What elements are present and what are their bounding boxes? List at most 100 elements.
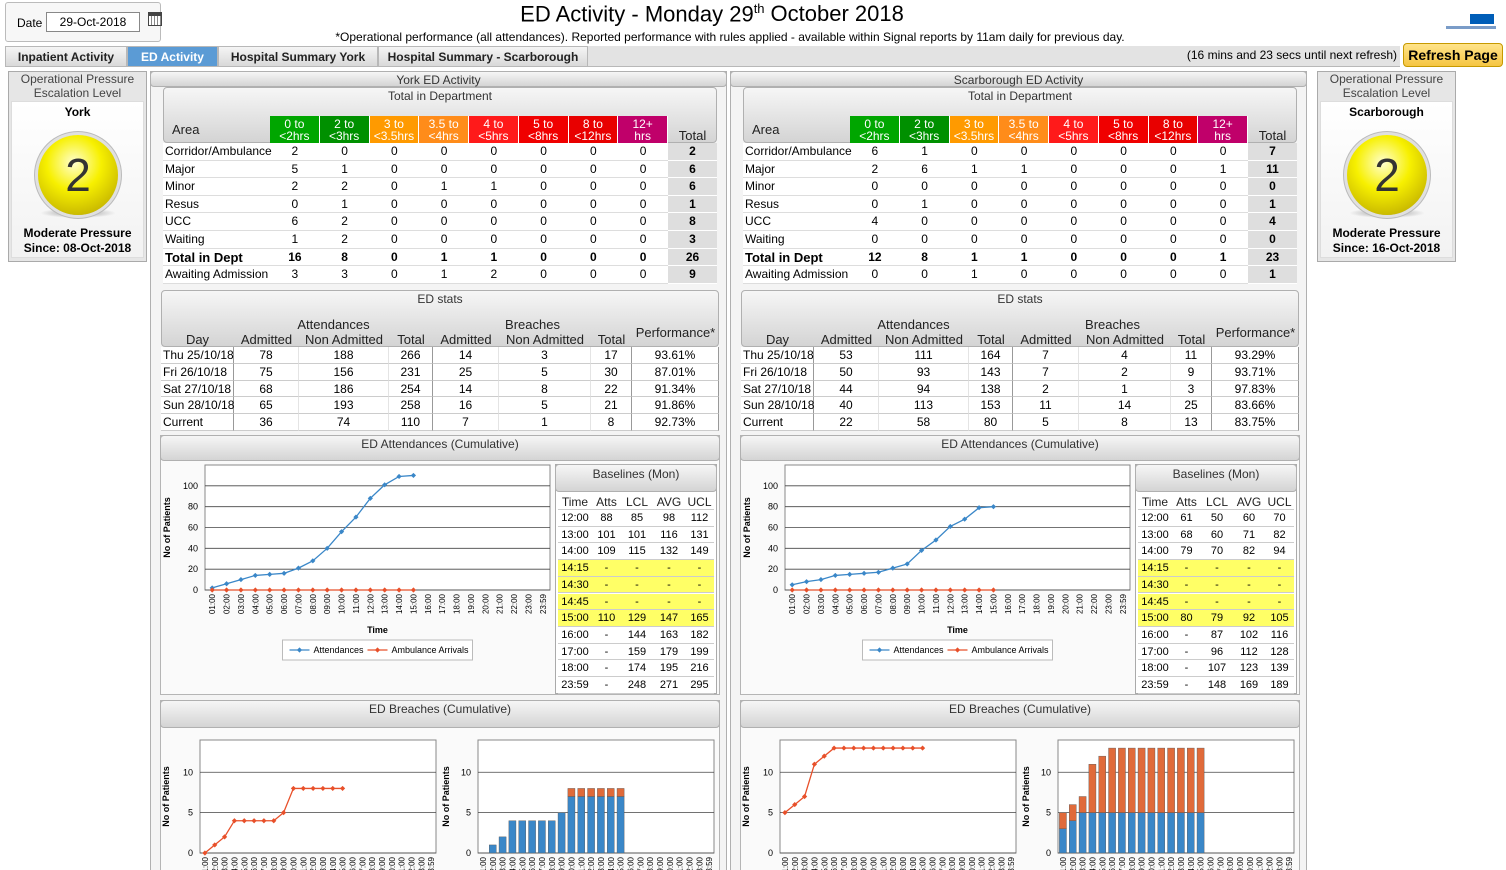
column-header: Total (597, 332, 626, 347)
x-tick-label: 09:00 (280, 856, 289, 870)
count-cell: 6 (871, 144, 879, 158)
count-cell: 0 (440, 232, 448, 246)
baseline-cell: - (635, 578, 639, 591)
stats-cell: 30 (591, 363, 632, 381)
total-cell: 4 (1248, 213, 1297, 231)
count-cell: 0 (971, 214, 978, 229)
tab[interactable]: ED Activity (127, 46, 218, 67)
bar-segment (587, 796, 595, 854)
tab[interactable]: Hospital Summary - Scarborough (378, 46, 588, 67)
stats-cell: 231 (389, 363, 433, 381)
x-tick-label: 17:00 (358, 856, 367, 870)
count-cell: 0 (639, 249, 647, 264)
x-tick-label: 10:00 (1147, 856, 1156, 870)
date-input[interactable]: 29-Oct-2018 (46, 12, 140, 32)
count-cell: 0 (440, 196, 448, 211)
count-cell: 0 (871, 267, 879, 282)
y-tick-label: 100 (763, 481, 778, 491)
band-header: 3 to <3.5hrs (949, 116, 1000, 143)
x-tick-label: 12:00 (946, 593, 955, 614)
stats-cell: 22 (591, 380, 632, 398)
count-cell: 5 (291, 161, 299, 176)
point (324, 545, 330, 551)
refresh-countdown: (16 mins and 23 secs until next refresh) (1186, 48, 1397, 62)
count-cell: 0 (590, 249, 597, 264)
point (396, 587, 402, 593)
baseline-cell: - (697, 578, 702, 591)
stats-cell: 74 (299, 414, 389, 431)
y-tick-label: 100 (183, 481, 198, 491)
stats-cell: 22 (814, 414, 879, 431)
count-cell: 0 (1120, 196, 1127, 211)
column-header: Total (1177, 332, 1206, 347)
point (202, 850, 208, 856)
baseline-cell: 112 (1240, 645, 1258, 658)
x-tick-label: 20:00 (388, 856, 397, 870)
x-tick-label: 23:00 (524, 593, 533, 614)
stats-cell: 254 (389, 380, 433, 398)
x-tick-label: 17:00 (938, 856, 947, 870)
bar-segment (567, 796, 576, 854)
point (231, 818, 238, 824)
band-header: 0 to <2hrs (850, 116, 900, 143)
count-cell: 0 (639, 232, 647, 246)
area-header: Area (172, 122, 200, 137)
baseline-cell: 182 (690, 628, 709, 641)
bar-segment (1128, 747, 1136, 813)
baseline-cell: 15:00 (1141, 612, 1169, 625)
tab[interactable]: Hospital Summary York (218, 46, 378, 67)
point (789, 587, 795, 593)
x-tick-label: 09:00 (860, 856, 869, 870)
y-tick-label: 10 (763, 767, 773, 777)
calendar-icon[interactable] (148, 12, 162, 26)
x-tick-label: 13:00 (961, 593, 970, 614)
tab[interactable]: Inpatient Activity (5, 46, 127, 67)
x-tick-label: 14:00 (909, 856, 918, 870)
dept-row (163, 231, 717, 249)
x-tick-label: 05:00 (820, 856, 829, 870)
bar-segment (587, 788, 595, 797)
stats-cell: 92.73% (632, 414, 719, 431)
x-tick-label: 11:00 (577, 856, 586, 870)
y-tick-label: 10 (1041, 767, 1051, 777)
count-cell: 0 (871, 196, 879, 211)
count-cell: 0 (1219, 214, 1227, 229)
count-cell: 0 (1219, 196, 1227, 211)
x-tick-label: 23:00 (695, 856, 704, 870)
count-cell: 0 (1170, 249, 1177, 264)
baseline-cell: 116 (660, 528, 678, 541)
baseline-cell: - (1277, 578, 1282, 591)
count-cell: 0 (540, 196, 547, 211)
x-tick-label: 05:00 (846, 593, 855, 614)
total-cell: 26 (668, 248, 717, 267)
refresh-button[interactable]: Refresh Page (1403, 43, 1503, 67)
count-cell: 1 (1020, 249, 1028, 264)
count-cell: 0 (590, 144, 597, 158)
point (338, 587, 345, 593)
nhs-logo (1470, 14, 1494, 24)
plot-area (199, 739, 437, 854)
baseline-cell: 169 (1239, 679, 1259, 691)
stats-cell: 83.66% (1212, 397, 1299, 415)
point (990, 587, 997, 593)
baseline-cell: - (1247, 595, 1251, 608)
stats-cell: 14 (1079, 397, 1171, 415)
x-tick-label: 06:00 (280, 593, 289, 614)
baseline-row (1138, 677, 1294, 694)
level-gauge: 2 (38, 135, 118, 215)
count-cell: 1 (971, 267, 978, 282)
band-header: 12+ hrs (1198, 116, 1248, 143)
total-cell: 6 (668, 178, 717, 196)
stats-cell: 266 (389, 347, 433, 364)
baseline-cell: 195 (659, 662, 679, 675)
point (904, 587, 910, 593)
y-tick-label: 40 (188, 543, 198, 553)
x-tick-label: 03:00 (801, 856, 810, 870)
count-cell: 0 (391, 161, 398, 176)
bar-segment (1108, 747, 1116, 813)
count-cell: 0 (590, 196, 597, 211)
baseline-cell: - (635, 562, 639, 575)
stats-cell: 83.75% (1212, 414, 1299, 431)
baseline-cell: 23:59 (1141, 679, 1169, 691)
